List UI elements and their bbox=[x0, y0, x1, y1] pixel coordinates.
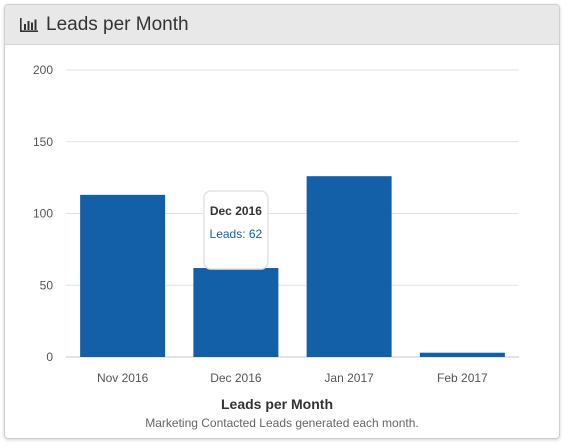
chart-panel: Leads per Month 0 50 100 150 200 Nov 2016 Dec … bbox=[4, 4, 560, 439]
tooltip-layer: Dec 2016 Leads: 62 bbox=[203, 190, 269, 270]
tooltip-title: Dec 2016 bbox=[210, 204, 262, 218]
tooltip-box bbox=[203, 190, 269, 270]
x-tick-label: Feb 2017 bbox=[437, 371, 488, 385]
bar-layer bbox=[80, 176, 505, 357]
y-tick-label: 50 bbox=[40, 278, 54, 292]
bar[interactable] bbox=[306, 176, 392, 357]
bar-chart-icon bbox=[20, 17, 38, 32]
bar[interactable] bbox=[193, 268, 279, 357]
tooltip-value: Leads: 62 bbox=[210, 227, 263, 241]
y-tick-label: 200 bbox=[33, 63, 53, 77]
bar[interactable] bbox=[80, 194, 166, 357]
panel-header: Leads per Month bbox=[5, 5, 559, 45]
y-tick-label: 0 bbox=[46, 350, 53, 364]
x-tick-label: Jan 2017 bbox=[324, 371, 374, 385]
bar-chart: 0 50 100 150 200 Nov 2016 Dec 2016 Jan 2017 Feb … bbox=[33, 63, 519, 430]
axis-layer: 0 50 100 150 200 Nov 2016 Dec 2016 Jan 2017 Feb … bbox=[33, 63, 488, 385]
x-tick-label: Nov 2016 bbox=[97, 371, 149, 385]
chart-subtitle: Marketing Contacted Leads generated each… bbox=[145, 416, 419, 430]
bar[interactable] bbox=[419, 352, 505, 357]
y-tick-label: 150 bbox=[33, 135, 53, 149]
x-tick-label: Dec 2016 bbox=[210, 371, 262, 385]
chart-area: 0 50 100 150 200 Nov 2016 Dec 2016 Jan 2017 Feb … bbox=[5, 46, 559, 438]
chart-title: Leads per Month bbox=[221, 396, 333, 412]
y-tick-label: 100 bbox=[33, 207, 53, 221]
panel-title: Leads per Month bbox=[46, 13, 189, 35]
